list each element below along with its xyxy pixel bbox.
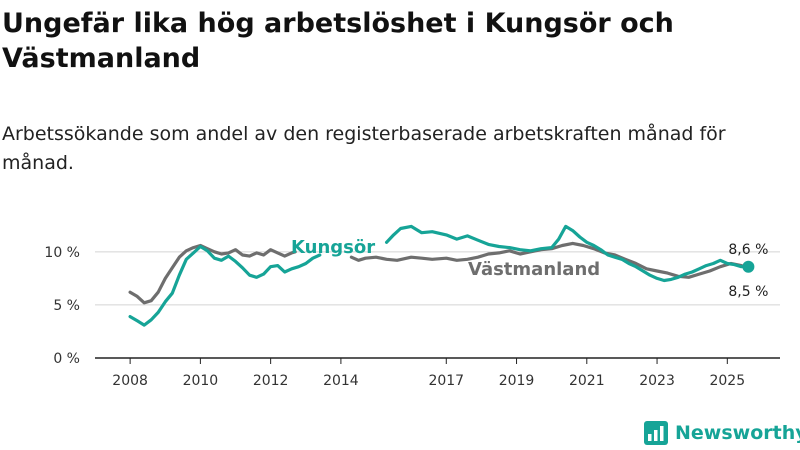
x-tick-label: 2023 — [639, 373, 675, 389]
brand-name: Newsworthy — [675, 422, 800, 444]
x-tick-label: 2017 — [428, 373, 464, 389]
x-axis: 2008 2010 2012 2014 2017 2019 2021 2023 2025 — [112, 358, 745, 389]
y-tick-label: 0 % — [53, 351, 80, 367]
end-label-vastmanland: 8,5 % — [728, 284, 768, 300]
series-label-kungsor: Kungsör — [291, 237, 375, 258]
x-tick-label: 2019 — [499, 373, 535, 389]
bar-chart-logo-icon — [644, 421, 668, 445]
gridlines — [95, 251, 780, 359]
newsworthy-logo: Newsworthy — [644, 419, 800, 447]
x-tick-label: 2014 — [323, 373, 359, 389]
line-chart: 0 %5 %10 % 2008 2010 2012 2014 2017 2019 2021 2… — [44, 224, 780, 389]
series-label-vastmanland: Västmanland — [468, 259, 600, 280]
y-axis: 0 % 5 % 10 % — [44, 245, 80, 367]
y-tick-label: 5 % — [53, 298, 80, 314]
x-tick-label: 2012 — [253, 373, 289, 389]
series-line-v-stmanland — [128, 243, 297, 305]
x-tick-label: 2008 — [112, 373, 148, 389]
series-line-kungs-r — [385, 224, 750, 283]
series-line-kungs-r — [128, 244, 322, 327]
end-label-kungsor: 8,6 % — [728, 242, 768, 258]
series-lines — [128, 224, 755, 327]
x-tick-label: 2010 — [183, 373, 219, 389]
x-tick-label: 2021 — [569, 373, 605, 389]
series-labels: Kungsör Västmanland 8,6 % 8,5 % — [291, 237, 768, 300]
chart-title: Ungefär lika hög arbetslöshet i Kungsör … — [2, 8, 674, 74]
x-tick-label: 2025 — [709, 373, 745, 389]
end-point-kungsor — [742, 260, 755, 273]
y-tick-label: 10 % — [44, 245, 80, 261]
chart-subtitle: Arbetssökande som andel av den registerb… — [2, 123, 726, 174]
